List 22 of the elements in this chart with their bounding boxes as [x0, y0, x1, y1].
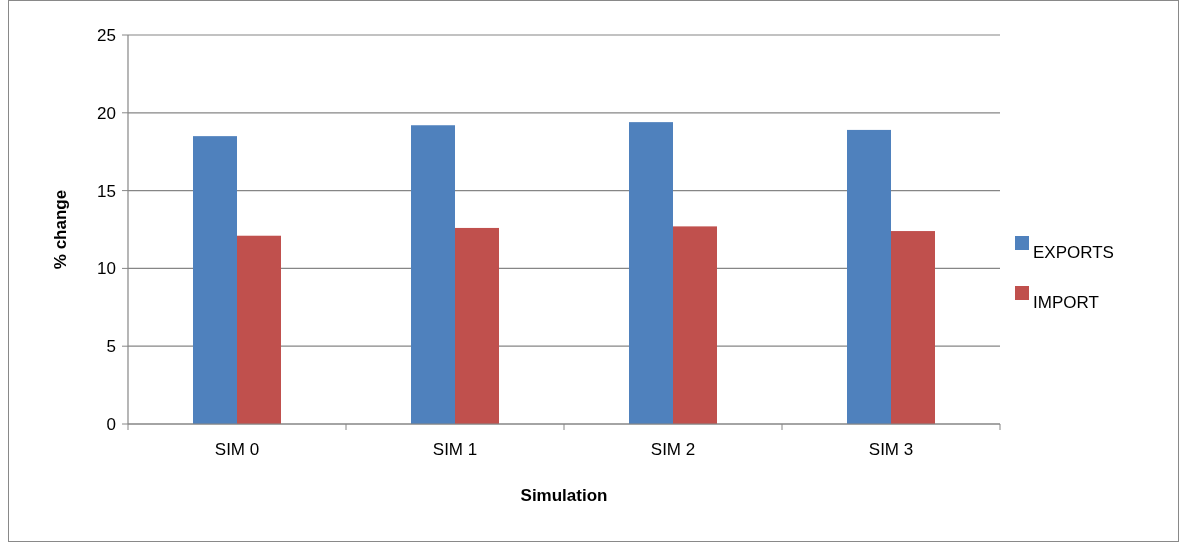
bar: [891, 231, 935, 424]
bar: [673, 226, 717, 424]
y-tick-label: 20: [97, 103, 116, 123]
y-tick-label: 10: [97, 259, 116, 279]
x-tick-label: SIM 3: [868, 440, 914, 459]
bar: [193, 136, 237, 424]
y-tick-label: 0: [106, 414, 116, 434]
legend-label: EXPORTS: [1033, 242, 1114, 262]
y-tick-label: 15: [97, 181, 116, 201]
legend-label: IMPORT: [1033, 292, 1099, 312]
bar: [847, 129, 891, 424]
bar: [629, 122, 673, 424]
y-axis-title: % change: [51, 189, 70, 270]
bar: [411, 125, 455, 424]
x-tick-label: SIM 0: [214, 440, 260, 459]
x-tick-label: SIM 1: [432, 440, 478, 459]
bar: [455, 227, 499, 424]
y-tick-label: 25: [97, 25, 116, 45]
y-tick-label: 5: [106, 337, 116, 357]
x-axis-title: Simulation: [520, 486, 608, 505]
x-tick-label: SIM 2: [650, 440, 696, 459]
bar: [237, 235, 281, 424]
